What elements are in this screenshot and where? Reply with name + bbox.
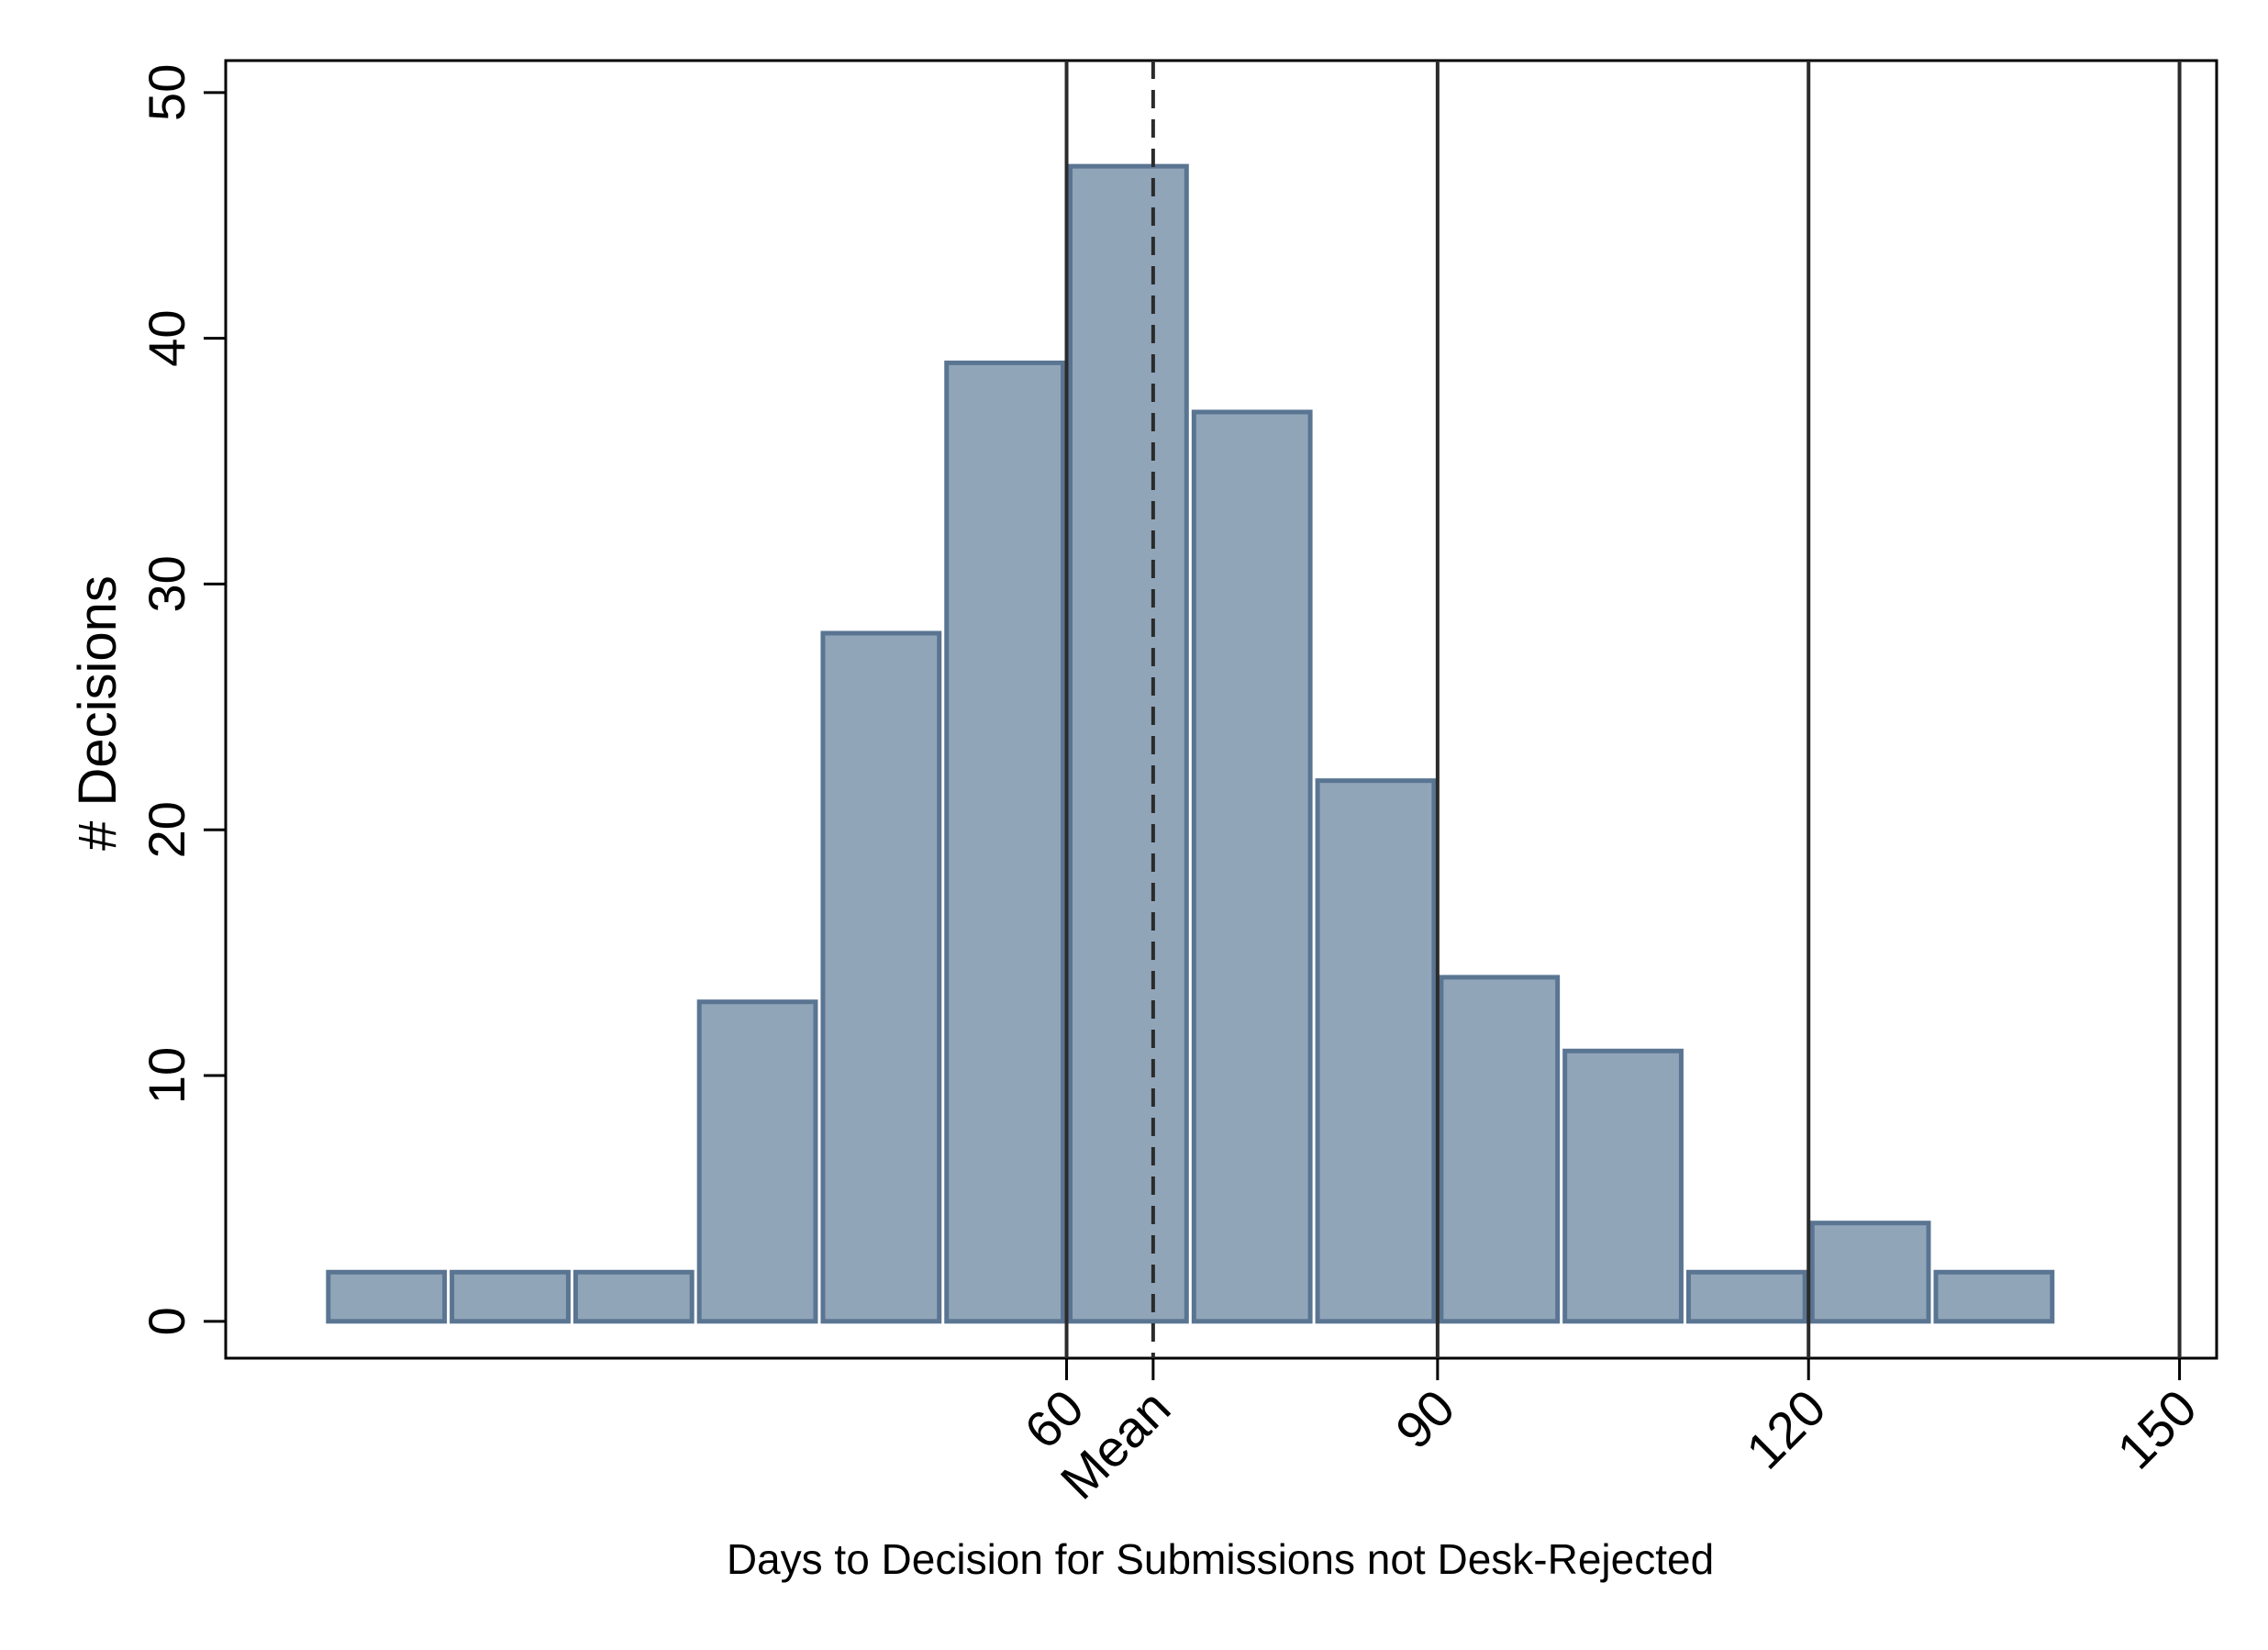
histogram-bar bbox=[944, 360, 1066, 1324]
histogram-bar bbox=[1562, 1048, 1684, 1324]
x-tick-label: 90 bbox=[1384, 1378, 1466, 1460]
y-axis: 0 10 20 30 40 50 bbox=[138, 64, 226, 1335]
reference-lines bbox=[1064, 61, 2182, 1358]
histogram-bars bbox=[326, 163, 2055, 1324]
histogram-bar bbox=[1191, 409, 1313, 1324]
y-axis-title: # Decisions bbox=[68, 575, 128, 851]
y-tick-label: 0 bbox=[138, 1307, 195, 1335]
histogram-bar bbox=[820, 630, 942, 1324]
histogram-bar bbox=[1315, 778, 1437, 1324]
plot-border bbox=[224, 59, 2218, 1360]
histogram-bar bbox=[1809, 1221, 1931, 1324]
histogram-bar bbox=[1068, 163, 1189, 1324]
histogram-bar bbox=[696, 999, 818, 1324]
histogram-bar bbox=[1439, 975, 1561, 1324]
histogram-bar bbox=[1685, 1269, 1807, 1324]
y-tick-label: 10 bbox=[138, 1047, 195, 1104]
y-tick-label: 20 bbox=[138, 801, 195, 858]
x-tick-label: 150 bbox=[2106, 1378, 2207, 1480]
y-tick-label: 30 bbox=[138, 555, 195, 612]
histogram-bar bbox=[450, 1269, 571, 1324]
histogram-bar bbox=[573, 1269, 695, 1324]
x-axis-title: Days to Decision for Submissions not Des… bbox=[727, 1535, 1714, 1583]
y-tick-label: 50 bbox=[138, 64, 195, 121]
histogram-bar bbox=[326, 1269, 448, 1324]
x-tick-label: 120 bbox=[1735, 1378, 1837, 1480]
histogram-bar bbox=[1933, 1269, 2055, 1324]
y-tick-label: 40 bbox=[138, 309, 195, 366]
plot-frame bbox=[224, 59, 2218, 1360]
